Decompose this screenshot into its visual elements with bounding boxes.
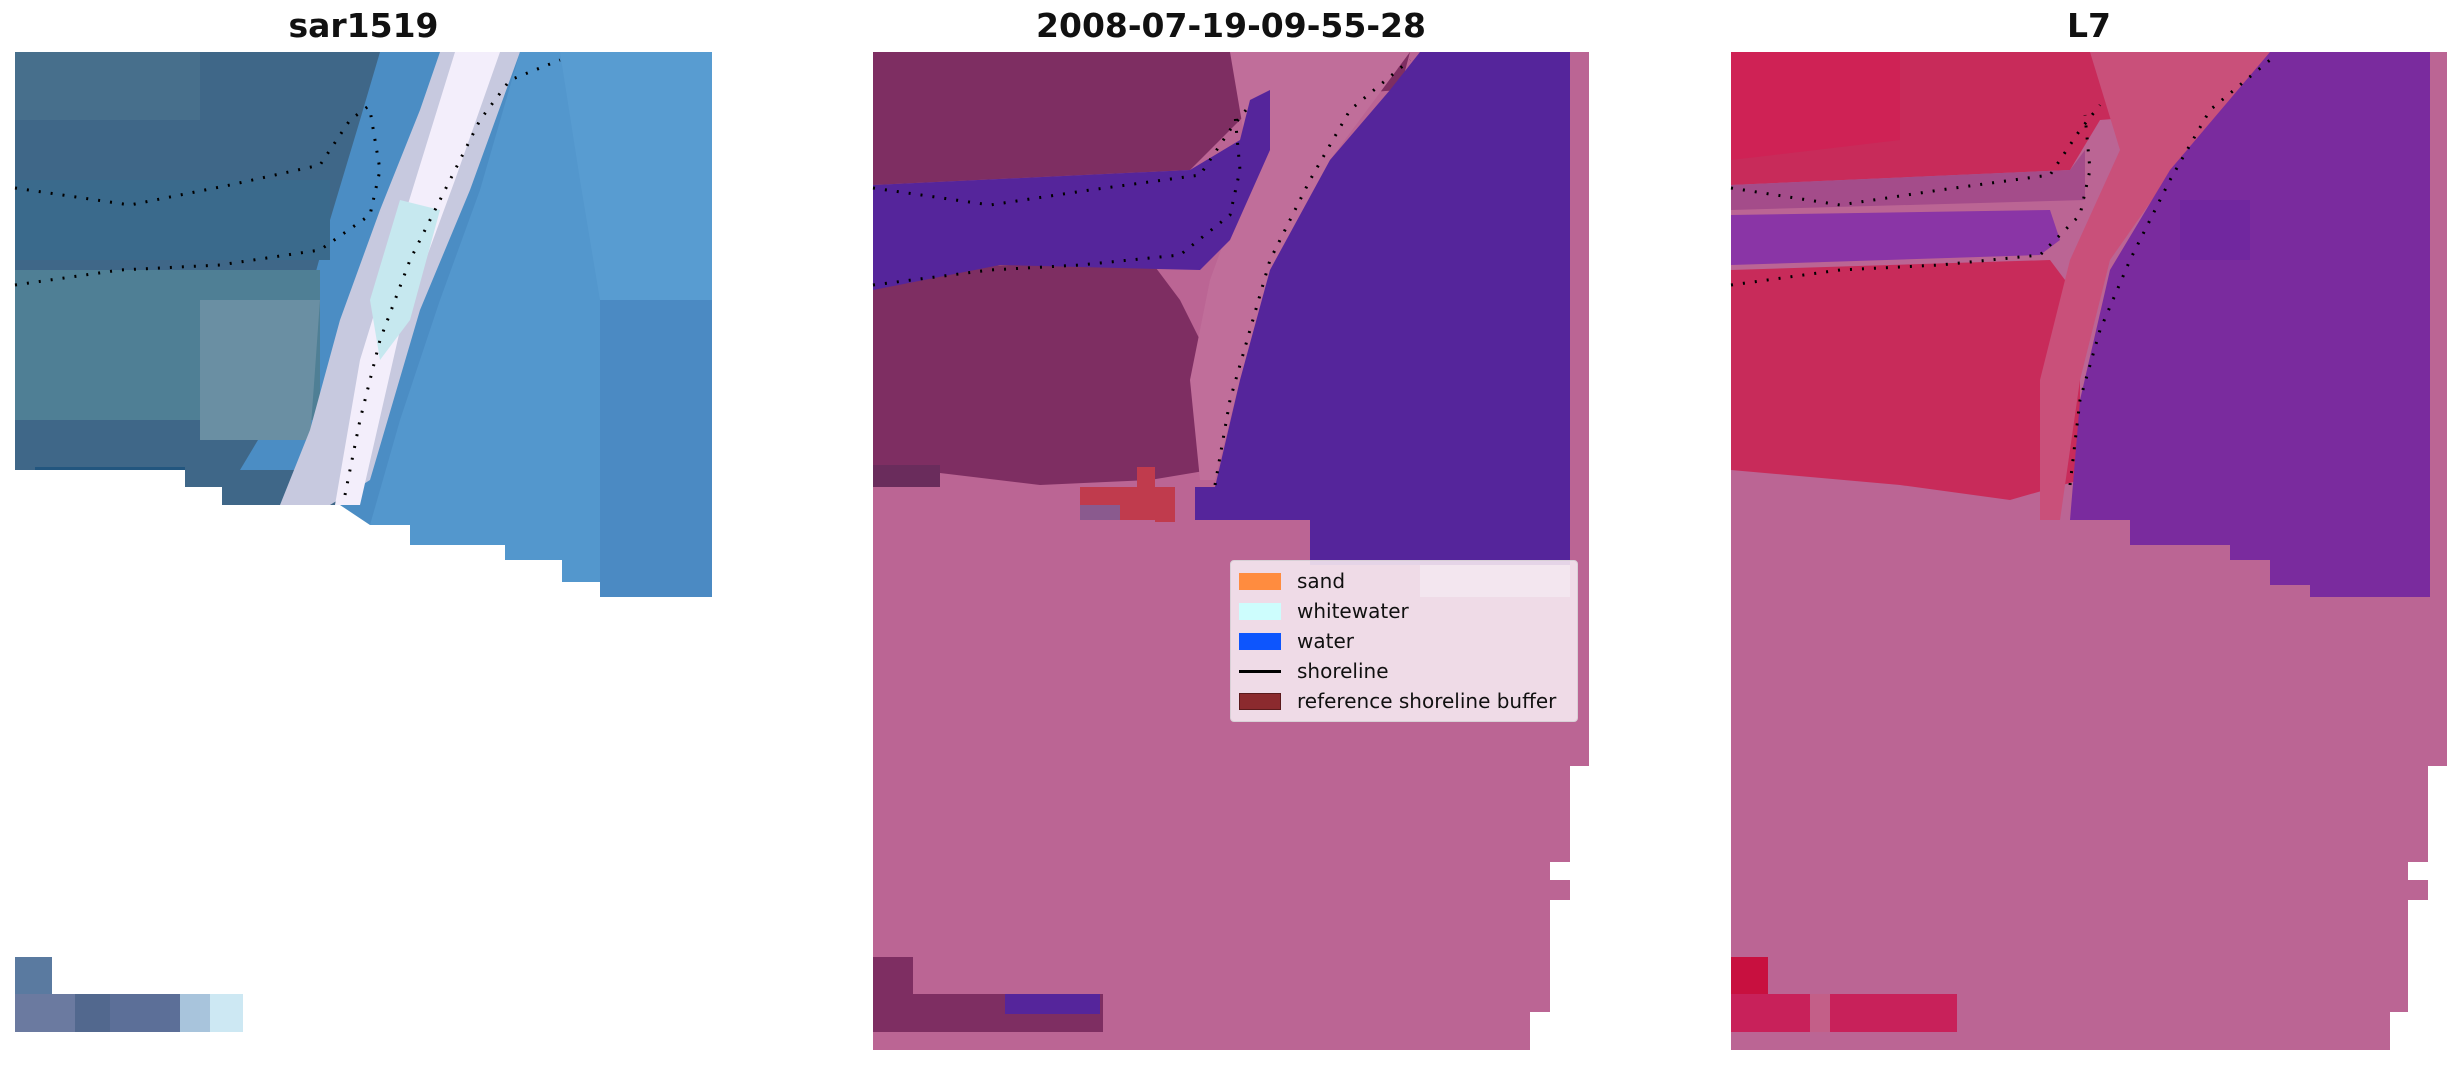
shoreline-swatch [1239, 669, 1281, 673]
rgb-image [14, 52, 712, 1065]
whitewater-swatch [1239, 602, 1281, 620]
legend-item-shoreline: shoreline [1239, 659, 1389, 683]
classified-image [872, 52, 1589, 1065]
legend-label: whitewater [1297, 599, 1409, 623]
panel-title-index: L7 [2067, 6, 2111, 45]
panel-title-classified: 2008-07-19-09-55-28 [1036, 6, 1426, 45]
legend-item-reference-buffer: reference shoreline buffer [1239, 689, 1556, 713]
legend: sand whitewater water shoreline referenc… [1230, 560, 1578, 722]
water-swatch [1239, 632, 1281, 650]
legend-label: sand [1297, 569, 1346, 593]
reference-buffer-swatch [1239, 692, 1281, 710]
legend-label: shoreline [1297, 659, 1389, 683]
index-image [1730, 52, 2447, 1065]
legend-label: reference shoreline buffer [1297, 689, 1557, 713]
legend-item-sand: sand [1239, 569, 1345, 593]
legend-label: water [1297, 629, 1354, 653]
legend-item-water: water [1239, 629, 1354, 653]
panel-title-rgb: sar1519 [288, 6, 439, 45]
legend-item-whitewater: whitewater [1239, 599, 1409, 623]
sand-swatch [1239, 572, 1281, 590]
